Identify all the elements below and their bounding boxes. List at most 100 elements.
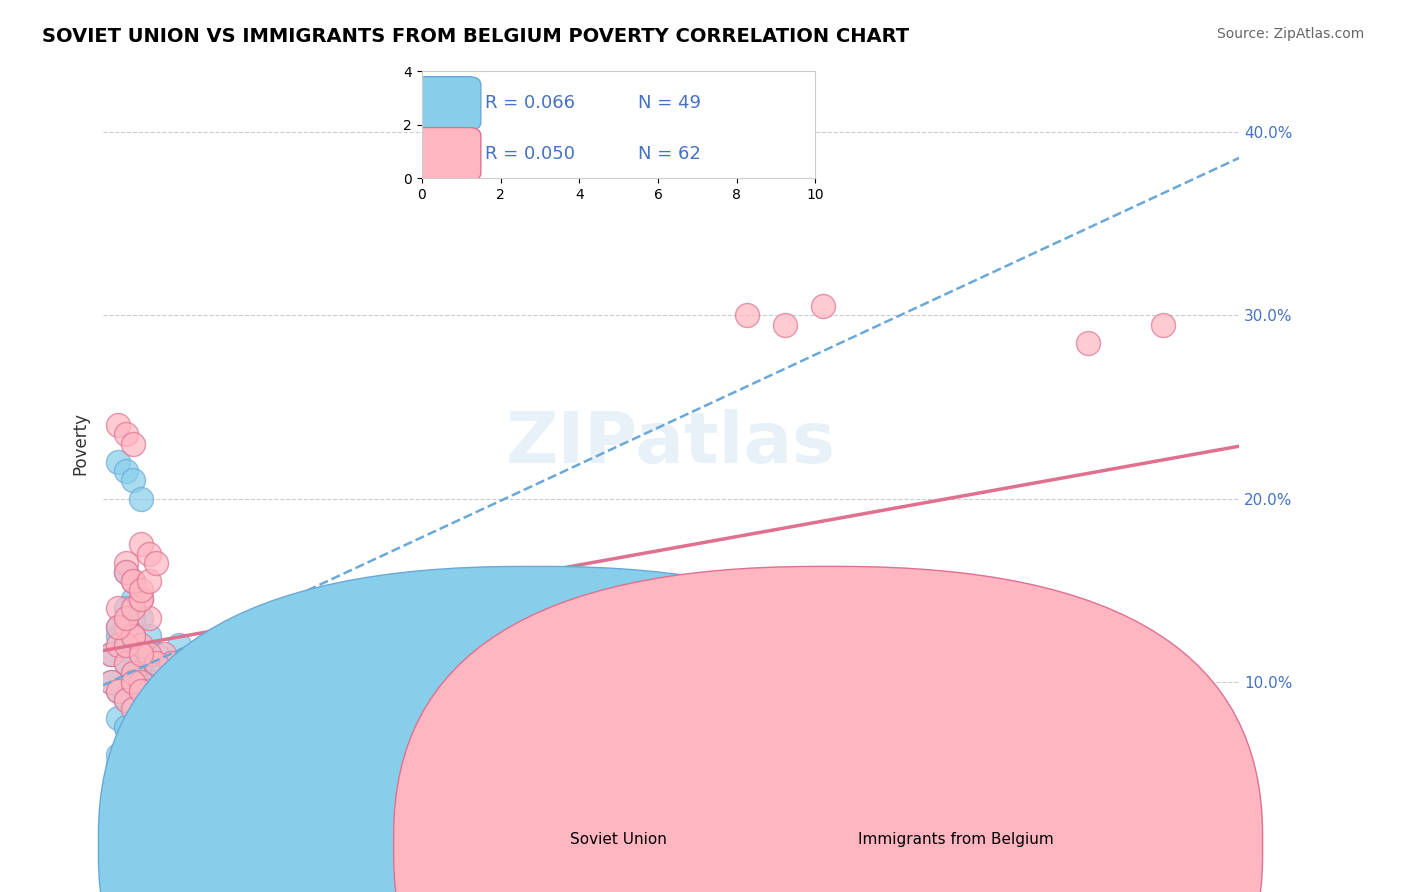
Point: [100, 647, 122, 661]
Point: [107, 620, 129, 634]
Point: [122, 665, 145, 680]
Point: [122, 647, 145, 661]
Point: [107, 455, 129, 469]
Point: [107, 629, 129, 643]
Point: [107, 784, 129, 798]
Point: [115, 721, 138, 735]
Point: [167, 638, 190, 652]
Point: [129, 610, 152, 624]
Point: [160, 657, 183, 671]
Point: [138, 665, 160, 680]
Point: [122, 629, 145, 643]
Point: [152, 683, 174, 698]
Point: [129, 647, 152, 661]
Text: SOVIET UNION VS IMMIGRANTS FROM BELGIUM POVERTY CORRELATION CHART: SOVIET UNION VS IMMIGRANTS FROM BELGIUM …: [42, 27, 910, 45]
Point: [129, 657, 152, 671]
Point: [145, 647, 167, 661]
Point: [115, 693, 138, 707]
Point: [621, 739, 644, 753]
Point: [138, 574, 160, 588]
Text: ZIPatlas: ZIPatlas: [506, 409, 837, 478]
Point: [107, 620, 129, 634]
Point: [129, 592, 152, 607]
Point: [107, 418, 129, 433]
Text: R = 0.066: R = 0.066: [485, 95, 575, 112]
Point: [281, 711, 304, 725]
Point: [138, 647, 160, 661]
Point: [115, 638, 138, 652]
Point: [115, 565, 138, 579]
Point: [107, 711, 129, 725]
Point: [811, 299, 834, 313]
Point: [107, 638, 129, 652]
Point: [100, 674, 122, 689]
Point: [122, 702, 145, 716]
Point: [122, 739, 145, 753]
Point: [145, 657, 167, 671]
Point: [115, 565, 138, 579]
Point: [115, 556, 138, 570]
Point: [122, 674, 145, 689]
Point: [129, 491, 152, 506]
Y-axis label: Poverty: Poverty: [72, 412, 89, 475]
Point: [167, 665, 190, 680]
Text: 0.0%: 0.0%: [103, 799, 142, 814]
Point: [122, 665, 145, 680]
Point: [122, 473, 145, 487]
Point: [122, 610, 145, 624]
Point: [115, 610, 138, 624]
Point: [145, 702, 167, 716]
Point: [122, 629, 145, 643]
Point: [129, 739, 152, 753]
Point: [122, 574, 145, 588]
Point: [115, 766, 138, 780]
Text: R = 0.050: R = 0.050: [485, 145, 575, 163]
Point: [122, 592, 145, 607]
Point: [145, 556, 167, 570]
Text: Immigrants from Belgium: Immigrants from Belgium: [858, 832, 1054, 847]
Point: [129, 592, 152, 607]
Point: [145, 693, 167, 707]
Point: [129, 674, 152, 689]
Point: [107, 601, 129, 615]
Point: [115, 620, 138, 634]
Point: [138, 547, 160, 561]
Point: [129, 583, 152, 598]
Point: [100, 647, 122, 661]
Point: [319, 721, 342, 735]
FancyBboxPatch shape: [411, 77, 481, 130]
Point: [138, 610, 160, 624]
Point: [129, 674, 152, 689]
Point: [138, 647, 160, 661]
Text: N = 49: N = 49: [638, 95, 702, 112]
Point: [773, 318, 796, 332]
Point: [115, 464, 138, 478]
Point: [395, 747, 418, 762]
Point: [115, 638, 138, 652]
Point: [100, 674, 122, 689]
Point: [138, 693, 160, 707]
Point: [145, 674, 167, 689]
Point: [205, 693, 228, 707]
Point: [115, 775, 138, 789]
Point: [107, 757, 129, 772]
Point: [138, 683, 160, 698]
Point: [100, 794, 122, 808]
Point: [849, 647, 872, 661]
Point: [115, 721, 138, 735]
Point: [583, 730, 606, 744]
Point: [107, 683, 129, 698]
Text: Soviet Union: Soviet Union: [571, 832, 666, 847]
Point: [129, 683, 152, 698]
Point: [107, 747, 129, 762]
Text: Source: ZipAtlas.com: Source: ZipAtlas.com: [1216, 27, 1364, 41]
Point: [115, 757, 138, 772]
Point: [115, 657, 138, 671]
Point: [357, 766, 380, 780]
Point: [122, 702, 145, 716]
Point: [107, 683, 129, 698]
Point: [1077, 335, 1099, 350]
Point: [122, 574, 145, 588]
Point: [145, 693, 167, 707]
FancyBboxPatch shape: [411, 128, 481, 181]
